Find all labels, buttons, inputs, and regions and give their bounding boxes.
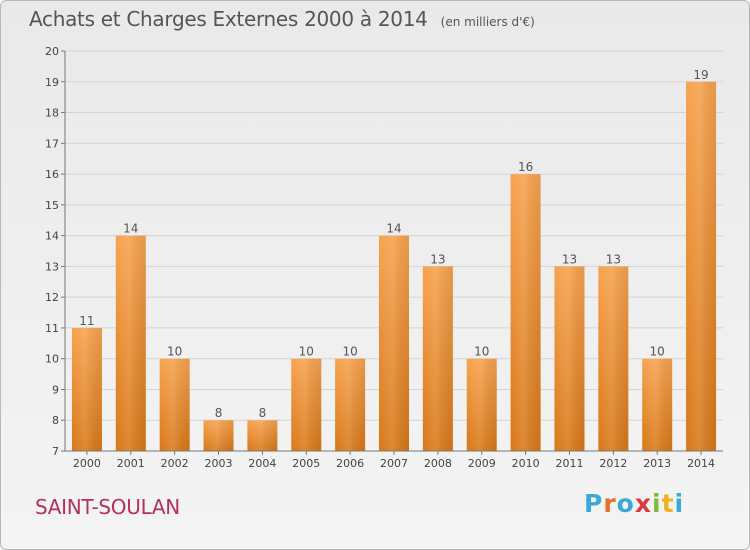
x-tick-label: 2009	[468, 457, 496, 470]
bar-shade	[422, 266, 453, 451]
y-tick-label: 17	[45, 137, 59, 150]
y-tick-label: 16	[45, 168, 59, 181]
x-tick-label: 2002	[161, 457, 189, 470]
bar-shade	[598, 266, 629, 451]
y-tick-label: 19	[45, 76, 59, 89]
x-tick-label: 2013	[643, 457, 671, 470]
x-tick-label: 2000	[73, 457, 101, 470]
y-tick-label: 15	[45, 199, 59, 212]
y-tick-label: 20	[45, 45, 59, 58]
bar-shade	[554, 266, 585, 451]
chart-title: Achats et Charges Externes 2000 à 2014	[29, 7, 428, 31]
value-label: 19	[693, 68, 708, 82]
x-tick-label: 2014	[687, 457, 715, 470]
value-label: 11	[79, 314, 94, 328]
value-label: 13	[430, 252, 445, 266]
bar-shade	[466, 358, 497, 451]
y-tick-label: 14	[45, 230, 59, 243]
bars-layer: 11 14 10 8 8 10 10 14 13 10 16 13 13 10 19	[71, 68, 717, 452]
brand-letter: i	[674, 489, 685, 518]
x-tick-label: 2008	[424, 457, 452, 470]
x-tick-label: 2001	[117, 457, 145, 470]
y-tick-label: 7	[52, 445, 59, 458]
brand-logo: Proxiti	[584, 489, 684, 518]
x-tick-label: 2006	[336, 457, 364, 470]
y-tick-label: 9	[52, 383, 59, 396]
brand-letter: x	[634, 489, 652, 518]
y-tick-label: 18	[45, 107, 59, 120]
bar-shade	[115, 235, 146, 451]
x-tick-label: 2005	[292, 457, 320, 470]
value-label: 10	[299, 345, 314, 359]
brand-letter: o	[616, 489, 635, 518]
y-tick-label: 12	[45, 291, 59, 304]
brand-letter: P	[584, 489, 604, 518]
brand-letter: i	[652, 489, 662, 518]
bar-shade	[159, 358, 190, 451]
value-label: 10	[650, 345, 665, 359]
bar-shade	[686, 81, 717, 452]
y-tick-label: 11	[45, 322, 59, 335]
x-tick-label: 2012	[599, 457, 627, 470]
bar-shade	[335, 358, 366, 451]
value-label: 13	[606, 252, 621, 266]
bar-shade	[247, 420, 278, 451]
value-label: 10	[167, 345, 182, 359]
bar-shade	[510, 174, 541, 452]
value-label: 14	[123, 222, 138, 236]
title-row: Achats et Charges Externes 2000 à 2014 (…	[29, 7, 535, 31]
bar-shade	[203, 420, 234, 451]
chart-subtitle: (en milliers d'€)	[440, 15, 535, 29]
value-label: 8	[259, 406, 267, 420]
y-tick-label: 10	[45, 353, 59, 366]
value-label: 10	[342, 345, 357, 359]
bar-shade	[379, 235, 409, 451]
x-tick-label: 2003	[205, 457, 233, 470]
value-label: 13	[562, 252, 577, 266]
commune-name: SAINT-SOULAN	[35, 495, 180, 519]
value-label: 14	[386, 222, 401, 236]
axis-layer: 7 8 9 10 11 12 13 14 15 16 17 18 19 20 2000 2001 2002 200…	[45, 45, 723, 470]
x-tick-label: 2010	[512, 457, 540, 470]
x-tick-label: 2007	[380, 457, 408, 470]
value-label: 8	[215, 406, 223, 420]
x-tick-label: 2011	[555, 457, 583, 470]
y-tick-label: 8	[52, 414, 59, 427]
brand-letter: r	[603, 489, 617, 518]
brand-letter: t	[661, 489, 675, 518]
x-tick-label: 2004	[248, 457, 276, 470]
y-tick-label: 13	[45, 260, 59, 273]
bar-shade	[291, 358, 322, 451]
bar-shade	[642, 358, 673, 451]
bar-shade	[71, 327, 102, 451]
value-label: 16	[518, 160, 533, 174]
value-label: 10	[474, 345, 489, 359]
